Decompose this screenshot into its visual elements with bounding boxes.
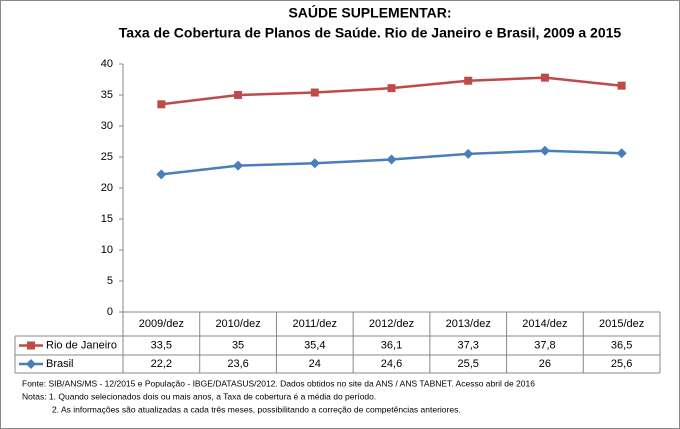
data-label: 26 <box>539 358 551 370</box>
marker <box>387 84 396 93</box>
note: 2. As informações são atualizadas a cada… <box>52 404 461 414</box>
y-tick-label: 20 <box>101 182 113 194</box>
y-tick-label: 10 <box>101 244 113 256</box>
x-tick-label: 2011/dez <box>293 318 337 330</box>
legend-label: Brasil <box>46 358 74 370</box>
data-label: 36,1 <box>381 339 402 351</box>
note: Notas: 1. Quando selecionados dois ou ma… <box>22 391 376 401</box>
x-tick-label: 2012/dez <box>369 318 414 330</box>
y-tick-label: 35 <box>101 89 113 101</box>
x-tick-label: 2015/dez <box>599 318 644 330</box>
data-label: 25,5 <box>458 358 479 370</box>
marker <box>617 81 626 90</box>
data-label: 36,5 <box>611 339 632 351</box>
marker <box>309 158 320 169</box>
marker <box>156 169 167 180</box>
data-label: 24,6 <box>381 358 402 370</box>
y-tick-label: 15 <box>101 213 113 225</box>
marker <box>234 91 243 99</box>
data-label: 37,8 <box>534 339 555 351</box>
data-label: 24 <box>309 358 321 370</box>
source-note: Fonte: SIB/ANS/MS - 12/2015 e População … <box>22 378 535 388</box>
data-label: 25,6 <box>611 358 632 370</box>
data-label: 35,4 <box>304 339 325 351</box>
marker <box>386 154 397 165</box>
chart-title: SAÚDE SUPLEMENTAR: <box>288 4 451 21</box>
data-label: 33,5 <box>151 339 172 351</box>
marker <box>26 359 36 369</box>
y-tick-label: 25 <box>101 151 113 163</box>
x-tick-label: 2009/dez <box>139 318 184 330</box>
y-tick-label: 40 <box>101 58 113 70</box>
marker <box>310 88 319 97</box>
marker <box>616 148 627 159</box>
marker <box>463 148 474 159</box>
marker <box>464 76 473 85</box>
data-label: 37,3 <box>458 339 479 351</box>
x-tick-label: 2014/dez <box>522 318 567 330</box>
x-tick-label: 2013/dez <box>446 318 491 330</box>
data-label: 35 <box>232 339 244 351</box>
y-tick-label: 30 <box>101 120 113 132</box>
marker <box>157 100 166 109</box>
legend-label: Rio de Janeiro <box>46 339 117 351</box>
data-label: 22,2 <box>151 358 172 370</box>
x-tick-label: 2010/dez <box>215 318 260 330</box>
marker <box>27 341 35 350</box>
marker <box>233 160 244 171</box>
data-label: 23,6 <box>227 358 248 370</box>
marker <box>539 145 550 156</box>
y-tick-label: 0 <box>107 306 113 318</box>
y-tick-label: 5 <box>107 275 113 287</box>
chart-subtitle: Taxa de Cobertura de Planos de Saúde. Ri… <box>119 25 622 41</box>
marker <box>540 73 549 82</box>
